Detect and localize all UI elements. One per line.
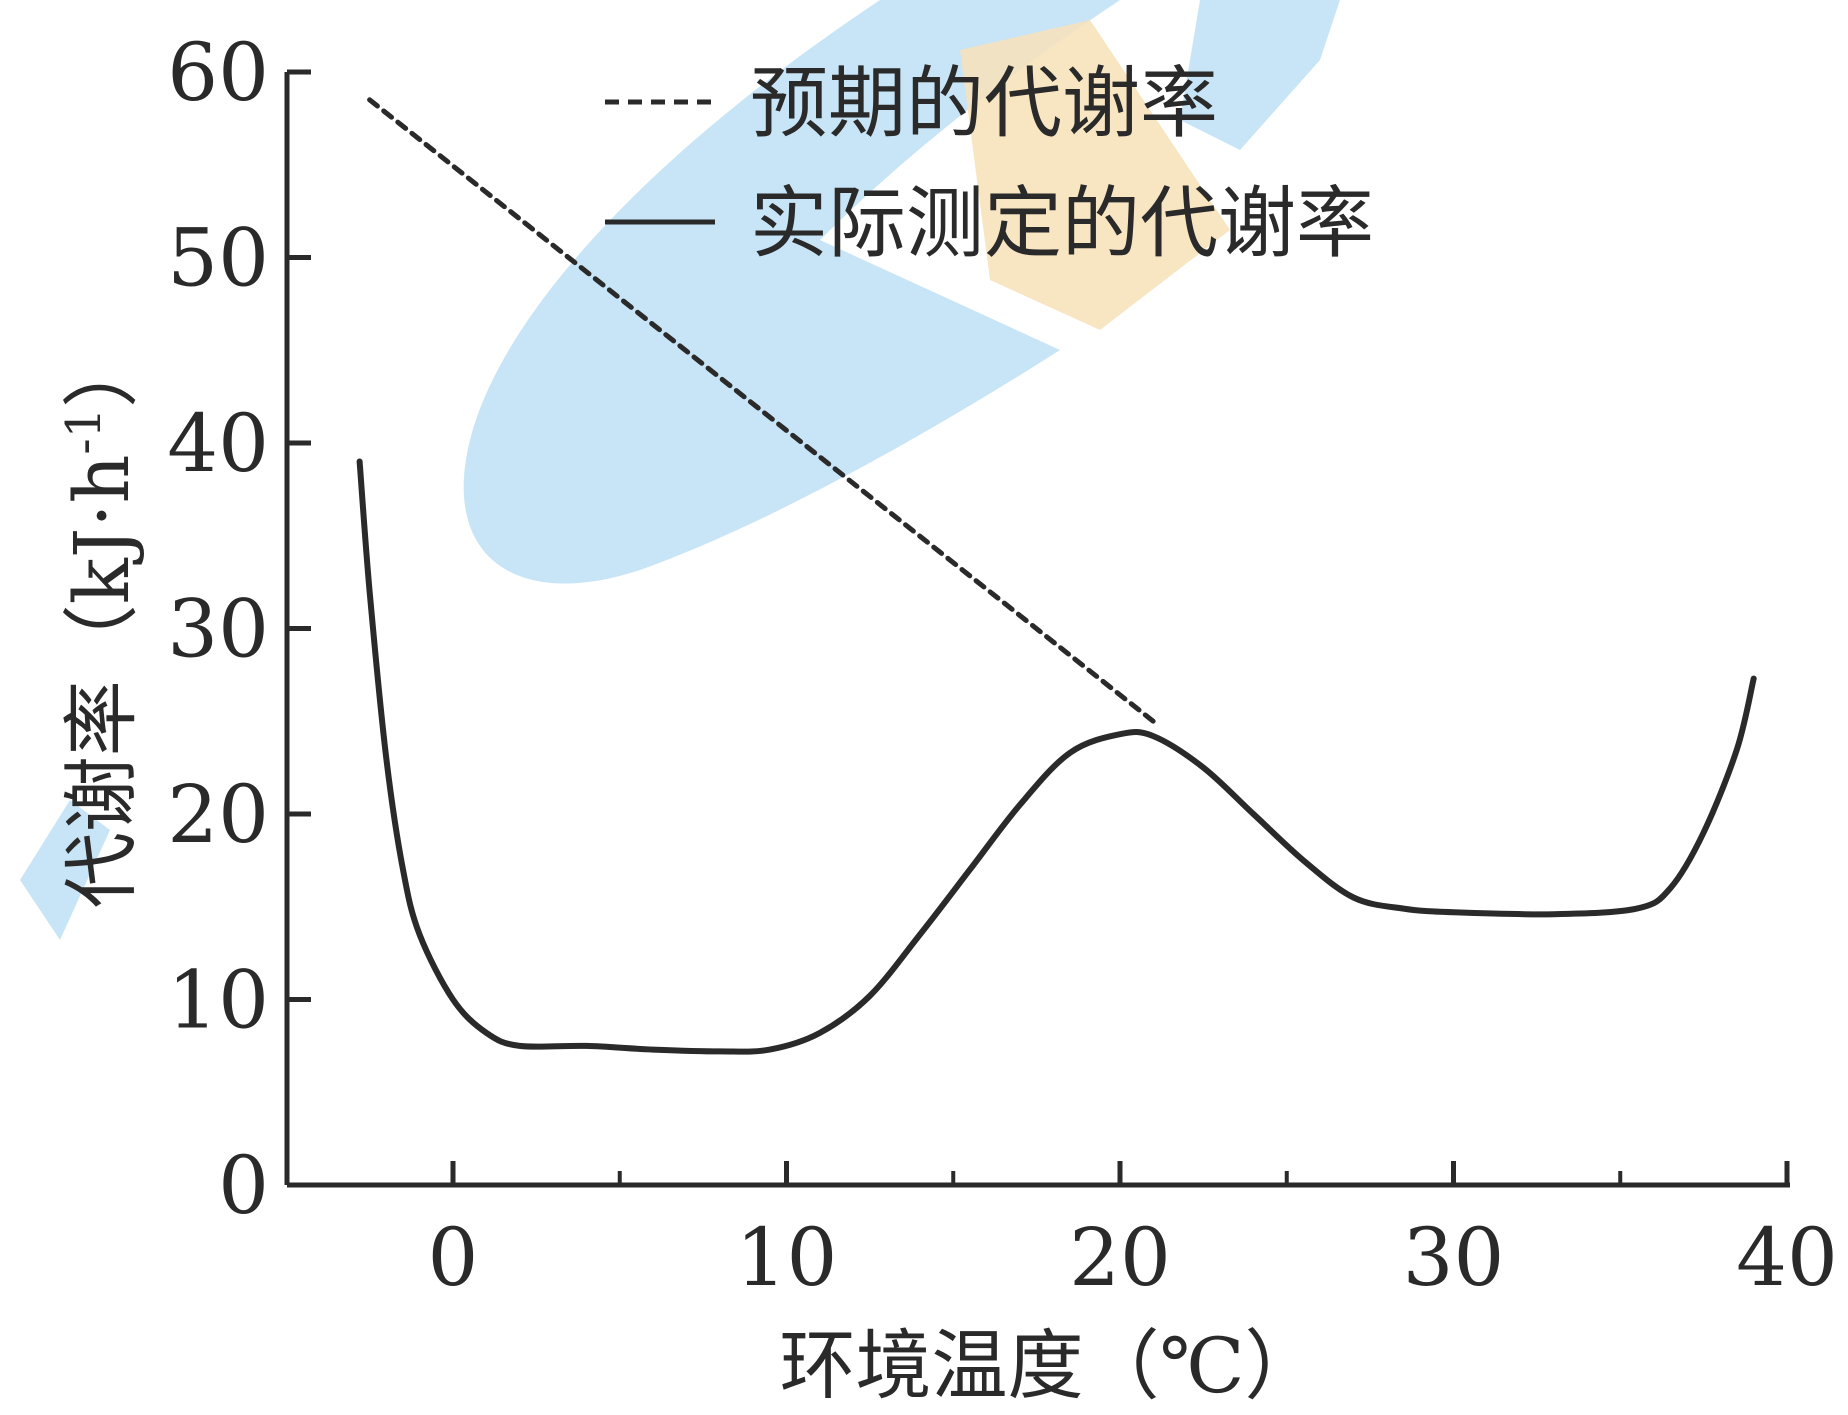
watermark-blue-letters (1180, 0, 1340, 150)
series-layer (356, 97, 1757, 1055)
y-axis-title-suffix: ） (57, 332, 146, 408)
x-tick-label-30: 30 (1403, 1211, 1505, 1304)
series-line-expected (367, 97, 1156, 724)
legend-label-expected: 预期的代谢率 (750, 59, 1218, 149)
y-axis-title-main: 代谢率（kJ·h (57, 455, 146, 909)
x-tick-label-20: 20 (1069, 1211, 1171, 1304)
x-tick-label-10: 10 (736, 1211, 838, 1304)
x-axis-title: 环境温度（℃） (779, 1321, 1320, 1410)
y-tick-label-0: 0 (218, 1139, 269, 1232)
y-tick-label-50: 50 (167, 212, 269, 305)
watermark (20, 0, 1340, 940)
legend-label-measured: 实际测定的代谢率 (750, 179, 1374, 269)
watermark-blue-shape (463, 0, 1120, 584)
x-tick-label-40: 40 (1736, 1211, 1838, 1304)
y-tick-label-20: 20 (167, 768, 269, 861)
watermark-orange-shape (960, 20, 1230, 330)
y-tick-label-10: 10 (167, 954, 269, 1047)
watermark-blue-left-mark (20, 800, 110, 940)
legend: 预期的代谢率 实际测定的代谢率 (605, 59, 1374, 269)
ticks: 0 10 20 30 40 50 60 0 10 20 30 40 (167, 26, 1838, 1304)
y-axis-title-superscript: -1 (56, 408, 112, 455)
y-axis-title: 代谢率（kJ·h-1） (56, 332, 146, 908)
x-tick-label-0: 0 (428, 1211, 479, 1304)
y-tick-label-40: 40 (167, 397, 269, 490)
y-tick-label-30: 30 (167, 583, 269, 676)
series-line-measured (356, 458, 1757, 1055)
y-tick-label-60: 60 (167, 26, 269, 119)
